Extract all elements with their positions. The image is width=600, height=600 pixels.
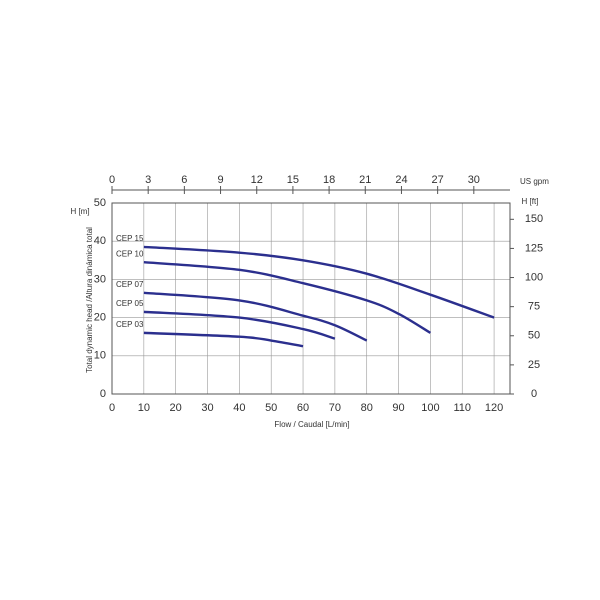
x-tick-label: 10 bbox=[138, 402, 150, 414]
x2-tick-label: 21 bbox=[359, 174, 371, 186]
x-tick-label: 40 bbox=[233, 402, 245, 414]
y-tick-label: 50 bbox=[94, 197, 106, 209]
y2-tick-label: 150 bbox=[525, 213, 543, 225]
x2-tick-label: 12 bbox=[251, 174, 263, 186]
pump-curve bbox=[143, 291, 368, 342]
x-axis-label: Flow / Caudal [L/min] bbox=[274, 420, 349, 429]
pump-curve bbox=[143, 261, 432, 334]
y-tick-label: 10 bbox=[94, 350, 106, 362]
y-unit-label: H [m] bbox=[70, 207, 89, 216]
curve-label: CEP 15 bbox=[116, 234, 144, 243]
curve-label: CEP 05 bbox=[116, 299, 144, 308]
x2-tick-label: 0 bbox=[109, 174, 115, 186]
y2-tick-label: 50 bbox=[528, 330, 540, 342]
y-tick-label: 0 bbox=[100, 388, 106, 400]
x-tick-label: 60 bbox=[297, 402, 309, 414]
plot-frame bbox=[111, 202, 511, 395]
curve-label: CEP 07 bbox=[116, 280, 144, 289]
pump-curve bbox=[143, 245, 495, 319]
y-tick-label: 20 bbox=[94, 312, 106, 324]
x2-tick-label: 30 bbox=[468, 174, 480, 186]
y-tick-label: 30 bbox=[94, 273, 106, 285]
y-tick-label: 40 bbox=[94, 235, 106, 247]
x-tick-label: 30 bbox=[201, 402, 213, 414]
y2-tick-label: 25 bbox=[528, 359, 540, 371]
x-tick-label: 0 bbox=[109, 402, 115, 414]
x-tick-label: 70 bbox=[329, 402, 341, 414]
x-tick-label: 20 bbox=[170, 402, 182, 414]
x2-tick-label: 6 bbox=[181, 174, 187, 186]
y2-unit-label: H [ft] bbox=[522, 197, 539, 206]
y2-tick-label: 100 bbox=[525, 271, 543, 283]
y2-tick-label: 75 bbox=[528, 301, 540, 313]
x2-tick-label: 27 bbox=[432, 174, 444, 186]
curve-label: CEP 10 bbox=[116, 249, 144, 258]
x2-unit-label: US gpm bbox=[520, 177, 549, 186]
x2-tick-label: 15 bbox=[287, 174, 299, 186]
curve-label: CEP 03 bbox=[116, 320, 144, 329]
x-tick-label: 80 bbox=[361, 402, 373, 414]
pump-curve bbox=[143, 310, 336, 340]
x-tick-label: 100 bbox=[421, 402, 439, 414]
x-tick-label: 120 bbox=[485, 402, 503, 414]
y2-tick-label: 0 bbox=[531, 388, 537, 400]
y-axis-label: Total dynamic head /Altura dinámica tota… bbox=[85, 227, 94, 373]
x-tick-label: 50 bbox=[265, 402, 277, 414]
y2-tick-label: 125 bbox=[525, 242, 543, 254]
pump-curve bbox=[143, 331, 304, 348]
x2-tick-label: 9 bbox=[217, 174, 223, 186]
x2-tick-label: 3 bbox=[145, 174, 151, 186]
x-tick-label: 90 bbox=[392, 402, 404, 414]
x2-tick-label: 18 bbox=[323, 174, 335, 186]
x-tick-label: 110 bbox=[453, 402, 471, 414]
x2-tick-label: 24 bbox=[395, 174, 407, 186]
